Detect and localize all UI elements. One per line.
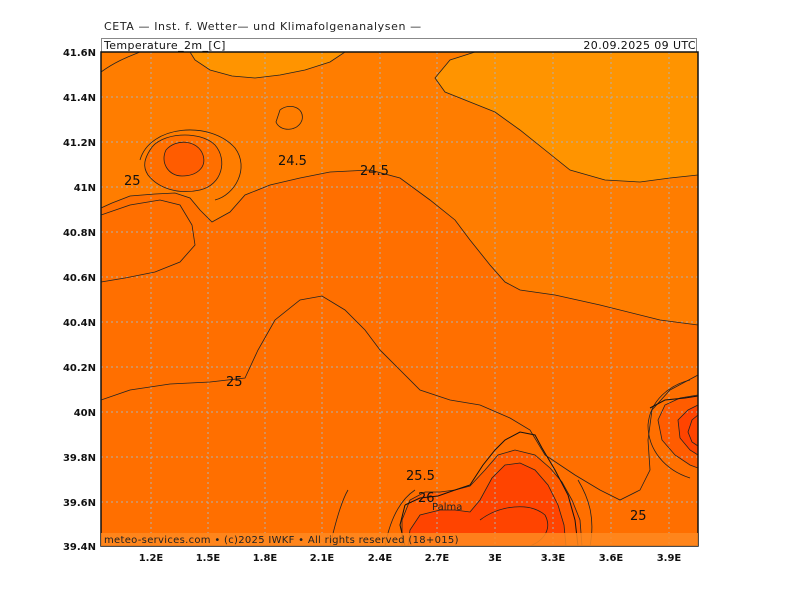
x-tick-label: 2.4E <box>368 553 393 564</box>
x-tick-label: 1.8E <box>253 553 278 564</box>
y-tick-label: 40.4N <box>63 318 96 329</box>
contour-label: 25 <box>630 509 647 524</box>
x-tick-label: 1.5E <box>196 553 221 564</box>
contour-label: 25 <box>226 375 243 390</box>
credit-text: meteo-services.com • (c)2025 IWKF • All … <box>104 535 459 546</box>
y-tick-label: 41.4N <box>63 93 96 104</box>
x-tick-label: 3.3E <box>541 553 566 564</box>
x-tick-label: 3E <box>488 553 502 564</box>
graticule <box>101 52 698 546</box>
contour-label: 24.5 <box>278 154 307 169</box>
credit-strip <box>101 533 698 546</box>
contour-label: 24.5 <box>360 164 389 179</box>
y-axis: 41.6N 41.4N 41.2N 41N 40.8N 40.6N 40.4N … <box>63 48 96 553</box>
y-tick-label: 40.8N <box>63 228 96 239</box>
variable-label: Temperature_2m_[C] <box>104 39 226 52</box>
x-tick-label: 2.7E <box>425 553 450 564</box>
contour-label: 25 <box>124 174 141 189</box>
band-25-nw <box>101 200 195 282</box>
y-tick-label: 40N <box>74 408 96 419</box>
x-tick-label: 1.2E <box>139 553 164 564</box>
valid-time-label: 20.09.2025 09 UTC <box>583 39 696 52</box>
band-26-mallorca <box>408 463 566 546</box>
warm-spot-nw-inner <box>163 142 204 176</box>
x-tick-label: 2.1E <box>310 553 335 564</box>
y-tick-label: 41.6N <box>63 48 96 59</box>
band-24-24-5-n <box>190 52 345 78</box>
map-title: CETA — Inst. f. Wetter— und Klimafolgena… <box>104 20 422 33</box>
y-tick-label: 41.2N <box>63 138 96 149</box>
y-tick-label: 39.8N <box>63 453 96 464</box>
contour-labels: 24.5 24.5 25 25 25.5 26 25 <box>124 154 647 524</box>
temperature-field <box>101 52 698 546</box>
place-label-palma: Palma <box>432 502 462 513</box>
x-axis: 1.2E 1.5E 1.8E 2.1E 2.4E 2.7E 3E 3.3E 3.… <box>139 553 682 564</box>
contour-label: 25.5 <box>406 469 435 484</box>
y-tick-label: 40.2N <box>63 363 96 374</box>
band-24-24-5-ne <box>435 52 698 182</box>
contour-label: 26 <box>418 491 435 506</box>
y-tick-label: 39.4N <box>63 542 96 553</box>
y-tick-label: 40.6N <box>63 273 96 284</box>
y-tick-label: 39.6N <box>63 498 96 509</box>
x-tick-label: 3.9E <box>657 553 682 564</box>
y-tick-label: 41N <box>74 183 96 194</box>
header-box <box>101 38 697 52</box>
x-tick-label: 3.6E <box>599 553 624 564</box>
